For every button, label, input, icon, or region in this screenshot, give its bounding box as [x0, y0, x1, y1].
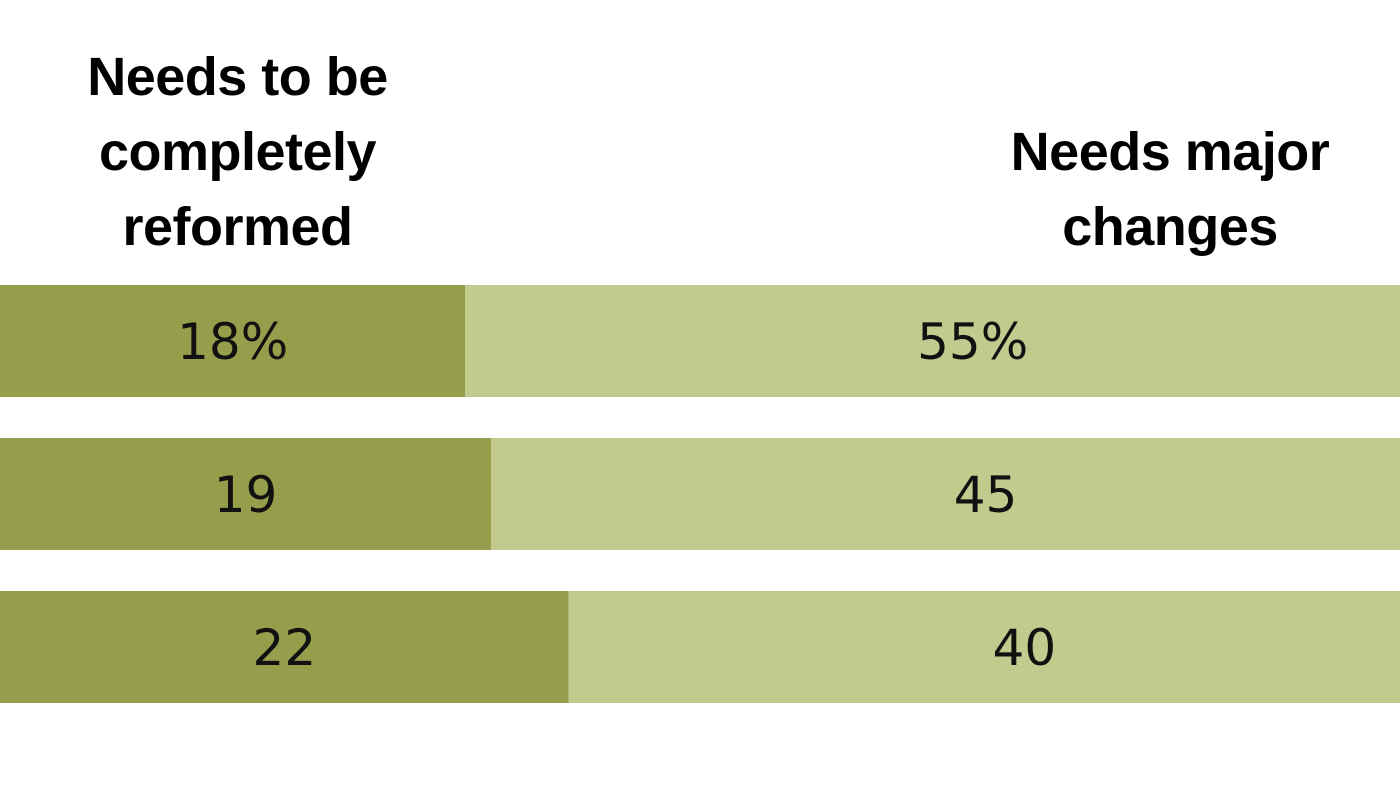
header-major-changes: Needs major changes	[1010, 122, 1330, 257]
value-label-series-1-row-2: 40	[993, 619, 1057, 677]
bar-series-1-row-2	[568, 591, 1400, 703]
bar-series-1-row-0	[465, 285, 1400, 397]
bar-series-0-row-0	[0, 285, 466, 397]
value-label-series-1-row-0: 55%	[917, 313, 1028, 371]
value-label-series-1-row-1: 45	[954, 466, 1018, 524]
bar-series-1-row-1	[491, 438, 1400, 550]
bar-series-0-row-1	[0, 438, 492, 550]
bar-series-0-row-2	[0, 591, 569, 703]
value-label-series-0-row-0: 18%	[177, 313, 288, 371]
value-label-series-0-row-1: 19	[214, 466, 278, 524]
value-label-series-0-row-2: 22	[253, 619, 317, 677]
header-completely-reformed: Needs to be completely reformed	[87, 47, 388, 257]
